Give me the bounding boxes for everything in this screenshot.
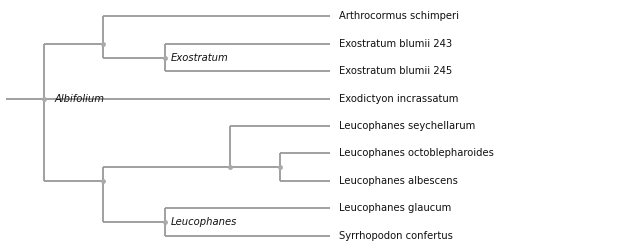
Text: Exodictyon incrassatum: Exodictyon incrassatum — [339, 93, 458, 104]
Text: Albifolium: Albifolium — [55, 93, 105, 104]
Text: Leucophanes albescens: Leucophanes albescens — [339, 176, 458, 186]
Text: Leucophanes: Leucophanes — [171, 217, 237, 227]
Text: Exostratum blumii 245: Exostratum blumii 245 — [339, 66, 452, 76]
Text: Leucophanes seychellarum: Leucophanes seychellarum — [339, 121, 475, 131]
Text: Exostratum blumii 243: Exostratum blumii 243 — [339, 39, 452, 49]
Text: Leucophanes octoblepharoides: Leucophanes octoblepharoides — [339, 148, 494, 159]
Text: Arthrocormus schimperi: Arthrocormus schimperi — [339, 11, 459, 21]
Text: Leucophanes glaucum: Leucophanes glaucum — [339, 203, 451, 213]
Text: Exostratum: Exostratum — [171, 52, 229, 62]
Text: Syrrhopodon confertus: Syrrhopodon confertus — [339, 231, 453, 241]
